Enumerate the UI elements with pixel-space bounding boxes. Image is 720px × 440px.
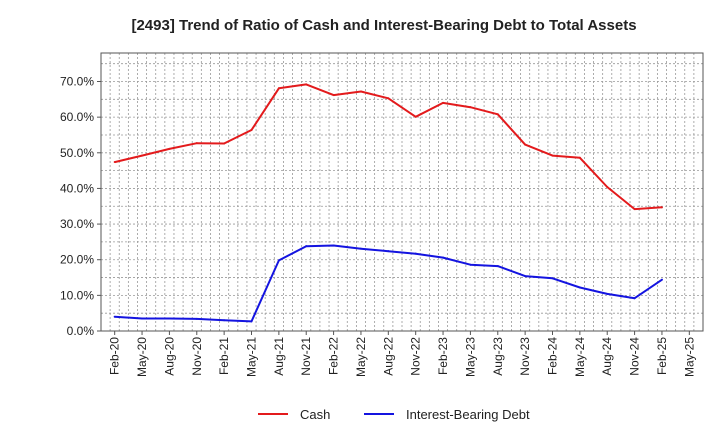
series-line-cash (114, 83, 663, 211)
chart-title: [2493] Trend of Ratio of Cash and Intere… (131, 17, 636, 34)
legend-label: Cash (300, 407, 330, 422)
y-tick-label: 30.0% (60, 217, 94, 231)
data-point (414, 115, 417, 118)
x-tick-label: May-23 (463, 337, 477, 377)
data-point (551, 277, 554, 280)
data-point (277, 87, 280, 90)
data-point (578, 286, 581, 289)
x-tick-label: Feb-21 (217, 337, 231, 375)
series-lines (113, 83, 663, 323)
x-tick-label: May-20 (135, 337, 149, 377)
x-tick-label: Feb-22 (327, 337, 341, 375)
data-point (387, 97, 390, 100)
data-point (496, 265, 499, 268)
data-point (660, 278, 663, 281)
y-tick-label: 70.0% (60, 75, 94, 89)
data-point (141, 317, 144, 320)
grid-lines (101, 53, 703, 331)
x-tick-label: May-21 (245, 337, 259, 377)
data-point (359, 247, 362, 250)
y-tick-label: 0.0% (67, 324, 95, 338)
x-tick-label: Nov-20 (190, 337, 204, 376)
data-point (332, 94, 335, 97)
data-point (442, 101, 445, 104)
plot-frame (100, 52, 704, 332)
x-tick-label: Aug-23 (491, 337, 505, 376)
x-tick-label: May-24 (573, 337, 587, 377)
legend: Cash Interest-Bearing Debt (258, 407, 530, 422)
data-point (387, 250, 390, 253)
data-point (524, 275, 527, 278)
data-point (141, 154, 144, 157)
data-point (223, 142, 226, 145)
data-point (524, 143, 527, 146)
data-point (359, 90, 362, 93)
data-point (305, 83, 308, 86)
x-axis: Feb-20 May-20 Aug-20 Nov-20 Feb-21 May-21 Aug-… (108, 331, 696, 377)
y-tick-label: 20.0% (60, 253, 94, 267)
data-point (606, 186, 609, 189)
x-tick-label: Nov-22 (409, 337, 423, 376)
y-tick-label: 50.0% (60, 146, 94, 160)
x-tick-label: Nov-24 (628, 337, 642, 376)
data-point (496, 113, 499, 116)
data-point (250, 320, 253, 323)
data-point (223, 319, 226, 322)
data-point (168, 317, 171, 320)
x-tick-label: Feb-20 (108, 337, 122, 375)
x-tick-label: Nov-21 (299, 337, 313, 376)
y-tick-label: 40.0% (60, 181, 94, 195)
x-tick-label: Aug-21 (272, 337, 286, 376)
x-tick-label: Aug-20 (162, 337, 176, 376)
data-point (414, 252, 417, 255)
series-line-interest-bearing-debt (114, 244, 663, 323)
data-point (113, 315, 116, 318)
x-tick-label: Feb-25 (655, 337, 669, 375)
x-tick-label: Aug-22 (381, 337, 395, 376)
x-tick-label: Feb-24 (546, 337, 560, 375)
x-tick-label: May-22 (354, 337, 368, 377)
data-point (469, 263, 472, 266)
data-point (195, 317, 198, 320)
data-point (606, 292, 609, 295)
data-point (168, 147, 171, 150)
data-point (442, 256, 445, 259)
data-point (332, 244, 335, 247)
x-tick-label: Aug-24 (600, 337, 614, 376)
y-axis: 0.0% 10.0% 20.0% 30.0% 40.0% 50.0% 60.0% 70.0% (60, 75, 101, 338)
legend-label: Interest-Bearing Debt (406, 407, 530, 422)
data-point (633, 297, 636, 300)
x-tick-label: May-25 (682, 337, 696, 377)
data-point (305, 245, 308, 248)
data-point (551, 154, 554, 157)
x-tick-label: Feb-23 (436, 337, 450, 375)
data-point (195, 142, 198, 145)
data-point (578, 156, 581, 159)
y-tick-label: 60.0% (60, 110, 94, 124)
y-tick-label: 10.0% (60, 288, 94, 302)
x-tick-label: Nov-23 (518, 337, 532, 376)
data-point (469, 106, 472, 109)
data-point (250, 128, 253, 131)
data-point (633, 208, 636, 211)
data-point (113, 161, 116, 164)
data-point (277, 259, 280, 262)
data-point (660, 206, 663, 209)
